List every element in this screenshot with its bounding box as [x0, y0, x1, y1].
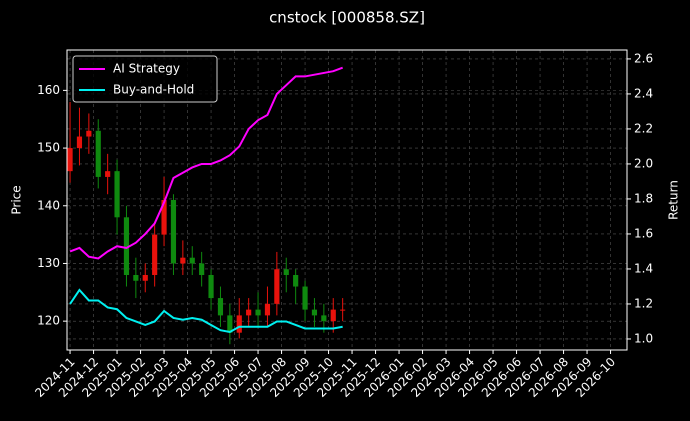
- y2-tick-label: 1.0: [634, 331, 653, 345]
- y-tick-label: 130: [37, 256, 60, 270]
- candle-body: [161, 200, 167, 235]
- candle-body: [255, 309, 261, 316]
- candle-body: [105, 171, 111, 177]
- candle-body: [133, 275, 139, 281]
- candle-body: [123, 217, 130, 275]
- candle-body: [302, 286, 308, 310]
- candle-body: [293, 275, 299, 287]
- candle-body: [114, 171, 120, 218]
- candle-body: [311, 309, 318, 316]
- candle-body: [340, 309, 346, 311]
- candle-body: [86, 130, 92, 137]
- legend-label: AI Strategy: [113, 62, 180, 76]
- candle-body: [246, 309, 252, 316]
- candle-body: [152, 234, 158, 275]
- y2-tick-label: 2.4: [634, 86, 653, 100]
- y2-tick-label: 1.2: [634, 296, 653, 310]
- y-tick-label: 120: [37, 314, 60, 328]
- candle-body: [67, 148, 73, 172]
- y-axis-label: Price: [10, 185, 24, 214]
- candle-body: [236, 315, 242, 333]
- candle-body: [283, 269, 289, 275]
- chart-title: cnstock [000858.SZ]: [269, 9, 425, 27]
- candle-body: [95, 130, 101, 177]
- candle-body: [330, 309, 336, 322]
- candle-body: [142, 275, 148, 281]
- candle-body: [208, 275, 214, 299]
- candle-body: [321, 315, 327, 322]
- candle-body: [170, 200, 177, 264]
- y2-axis-label: Return: [667, 180, 681, 220]
- legend-box: [72, 55, 218, 103]
- series-line: [69, 66, 344, 260]
- y-tick-label: 160: [37, 83, 60, 97]
- candle-body: [199, 263, 205, 275]
- candle-body: [189, 257, 195, 264]
- legend-label: Buy-and-Hold: [113, 83, 194, 97]
- series-line: [69, 288, 343, 334]
- y-tick-label: 150: [37, 141, 60, 155]
- y2-tick-label: 2.2: [634, 121, 653, 135]
- y2-tick-label: 1.6: [634, 226, 653, 240]
- candle-body: [264, 303, 271, 316]
- candle-body: [217, 298, 224, 316]
- candle-body: [76, 136, 83, 149]
- candle-body: [274, 269, 280, 304]
- plot-frame: [66, 49, 628, 351]
- candle-body: [180, 257, 186, 264]
- y2-tick-label: 2.0: [634, 156, 653, 170]
- y2-tick-label: 1.4: [634, 261, 653, 275]
- y2-tick-label: 1.8: [634, 191, 653, 205]
- y-tick-label: 140: [37, 198, 60, 212]
- candle-body: [227, 315, 233, 333]
- y2-tick-label: 2.6: [634, 51, 653, 65]
